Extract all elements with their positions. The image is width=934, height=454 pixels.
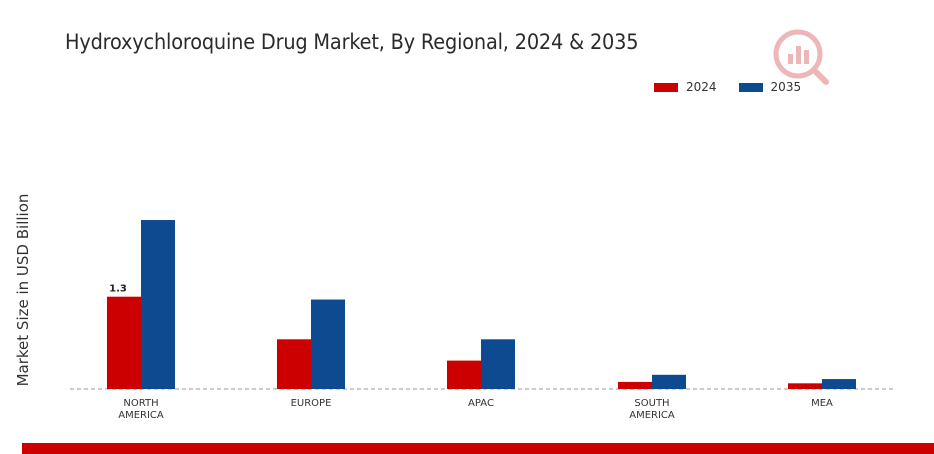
data-label-0: 1.3 (109, 284, 127, 295)
legend-item-2035[interactable]: 2035 (738, 80, 802, 94)
bar-2035-3[interactable] (652, 374, 686, 389)
bar-2024-1[interactable] (277, 339, 311, 389)
bar-2024-4[interactable] (788, 383, 822, 389)
chart-legend: 2024 2035 (654, 80, 823, 94)
bar-2024-3[interactable] (618, 381, 652, 389)
bar-2035-0[interactable] (141, 220, 175, 389)
chart-title: Hydroxychloroquine Drug Market, By Regio… (65, 30, 639, 54)
bar-2035-4[interactable] (822, 379, 856, 389)
legend-swatch-2035 (738, 82, 763, 92)
legend-item-2024[interactable]: 2024 (654, 80, 717, 94)
x-tick-label-0: NORTH AMERICA (118, 398, 164, 421)
x-tick-label-3: SOUTH AMERICA (629, 398, 675, 421)
legend-swatch-2024 (654, 82, 678, 92)
bar-2024-2[interactable] (447, 360, 481, 389)
bar-2035-2[interactable] (481, 339, 515, 389)
legend-label-2035: 2035 (770, 80, 802, 94)
x-tick-label-4: MEA (811, 398, 833, 409)
x-tick-label-2: APAC (468, 398, 494, 409)
footer-accent-bar (22, 443, 934, 454)
legend-label-2024: 2024 (686, 80, 717, 94)
bar-2035-1[interactable] (311, 299, 345, 389)
x-tick-label-1: EUROPE (291, 398, 332, 409)
brand-logo-icon (773, 29, 829, 85)
bar-2024-0[interactable] (107, 296, 141, 389)
